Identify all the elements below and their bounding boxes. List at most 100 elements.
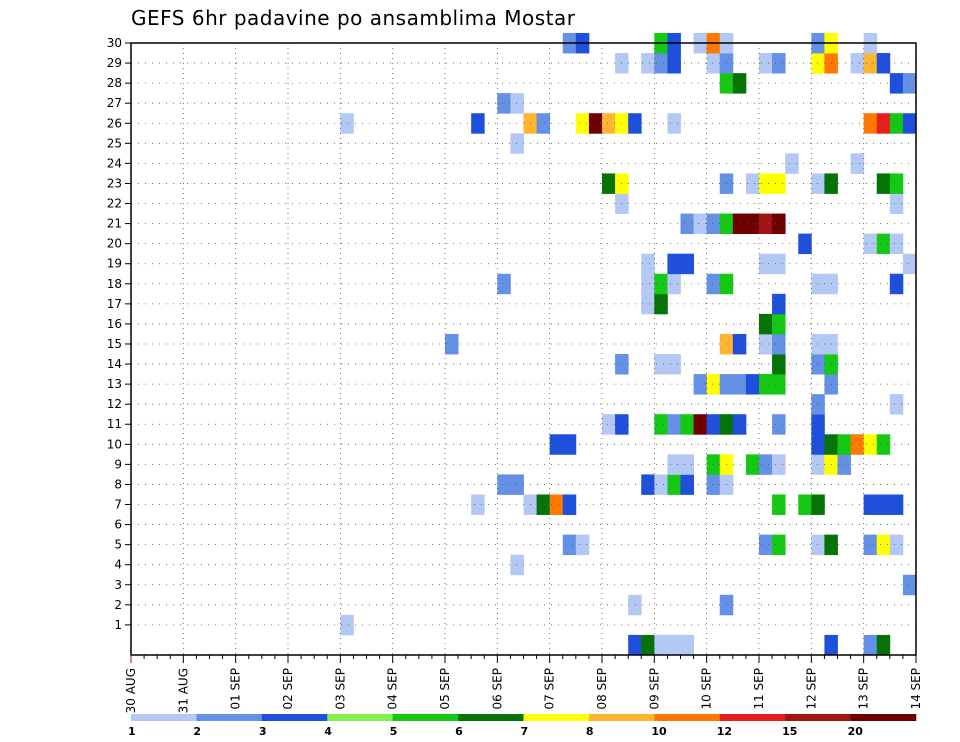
heatmap-cell	[732, 73, 747, 94]
heatmap-cell	[654, 293, 668, 315]
heatmap-cell	[745, 454, 760, 475]
y-tick-label: 9	[114, 457, 122, 471]
heatmap-cell	[667, 634, 681, 656]
heatmap-cell	[772, 213, 786, 235]
y-tick-label: 19	[107, 257, 122, 271]
y-tick-label: 18	[107, 277, 122, 291]
heatmap-cell	[706, 474, 721, 495]
heatmap-cell	[876, 634, 891, 656]
heatmap-cell	[772, 333, 786, 355]
heatmap-cell	[706, 414, 721, 435]
legend-swatch	[458, 714, 524, 721]
heatmap-cell	[628, 634, 642, 656]
heatmap-cell	[667, 273, 681, 295]
heatmap-cell	[863, 53, 878, 74]
heatmap-cell	[876, 113, 891, 134]
heatmap-cell	[706, 53, 721, 74]
y-tick-label: 13	[107, 377, 122, 391]
legend-label: 2	[193, 725, 201, 738]
heatmap-cell	[772, 534, 786, 556]
heatmap-cell	[745, 173, 760, 194]
heatmap-cell	[863, 113, 878, 134]
heatmap-cell	[759, 534, 773, 556]
y-tick-label: 22	[107, 197, 122, 211]
y-tick-label: 1	[114, 618, 122, 632]
heatmap-cell	[510, 554, 524, 576]
x-tick-label: 08 SEP	[595, 668, 609, 710]
x-tick-label: 12 SEP	[804, 668, 818, 710]
heatmap-cell	[510, 133, 524, 154]
heatmap-cell	[902, 253, 917, 275]
x-tick-label: 30 AUG	[124, 668, 138, 713]
y-tick-label: 24	[107, 156, 122, 170]
heatmap-cell	[680, 253, 694, 275]
x-tick-label: 06 SEP	[490, 668, 504, 710]
legend-label: 15	[782, 725, 797, 738]
heatmap-cell	[759, 454, 773, 475]
y-tick-label: 4	[114, 558, 122, 572]
heatmap-cell	[497, 93, 511, 114]
y-tick-label: 16	[107, 317, 122, 331]
legend-swatch	[719, 714, 786, 721]
y-axis: 1234567891011121314151617181920212223242…	[107, 36, 131, 632]
heatmap-cell	[889, 534, 904, 556]
heatmap-cell	[902, 574, 917, 596]
y-tick-label: 28	[107, 76, 122, 90]
heatmap-cell	[811, 534, 825, 556]
legend-label: 8	[586, 725, 594, 738]
heatmap-cell	[863, 434, 878, 455]
y-tick-label: 27	[107, 96, 122, 110]
heatmap-cell	[471, 113, 485, 134]
legend-swatch	[131, 714, 197, 721]
y-tick-label: 15	[107, 337, 122, 351]
heatmap-cell	[811, 53, 825, 74]
x-axis: 30 AUG 31 AUG 01 SEP 02 SEP 03 SEP 04 SEP 05 S…	[124, 655, 923, 713]
heatmap-cell	[667, 354, 681, 375]
heatmap-cell	[876, 173, 891, 194]
heatmap-cell	[759, 53, 773, 74]
heatmap-cell	[641, 53, 655, 74]
heatmap-cell	[811, 494, 825, 515]
heatmap-cell	[667, 53, 681, 74]
heatmap-cell	[654, 414, 668, 435]
heatmap-cell	[889, 494, 904, 515]
y-tick-label: 20	[107, 237, 122, 251]
heatmap-cell	[889, 173, 904, 194]
y-tick-label: 12	[107, 397, 122, 411]
heatmap-cell	[641, 634, 655, 656]
y-tick-label: 17	[107, 297, 122, 311]
grid-layer	[131, 42, 916, 655]
legend-swatch	[588, 714, 655, 721]
y-tick-label: 30	[107, 36, 122, 50]
legend-swatch	[196, 714, 263, 721]
heatmap-cell	[445, 333, 459, 355]
y-tick-label: 10	[107, 437, 122, 451]
heatmap-cell	[667, 474, 681, 495]
heatmap-cell	[549, 434, 564, 455]
heatmap-cell	[680, 474, 694, 495]
heatmap-cell	[772, 313, 786, 335]
y-tick-label: 11	[107, 417, 122, 431]
heatmap-cell	[497, 474, 511, 495]
heatmap-cell	[562, 434, 577, 455]
x-tick-label: 05 SEP	[438, 668, 452, 710]
heatmap-cell	[549, 494, 564, 515]
heatmap-cell	[628, 113, 642, 134]
y-tick-label: 21	[107, 217, 122, 231]
heatmap-cell	[889, 233, 904, 255]
legend-label: 3	[259, 725, 267, 738]
heatmap-cell	[889, 113, 904, 134]
heatmap-cell	[811, 273, 825, 295]
heatmap-cell	[811, 354, 825, 375]
y-tick-label: 26	[107, 116, 122, 130]
heatmap-cell	[471, 494, 485, 515]
heatmap-cell	[772, 173, 786, 194]
x-tick-label: 13 SEP	[857, 668, 871, 710]
x-tick-label: 09 SEP	[647, 668, 661, 710]
heatmap-cell	[667, 113, 681, 134]
heatmap-cell	[902, 73, 917, 94]
heatmap-cell	[759, 173, 773, 194]
heatmap-cell	[772, 253, 786, 275]
heatmap-cell	[902, 113, 917, 134]
heatmap-cell	[602, 113, 616, 134]
